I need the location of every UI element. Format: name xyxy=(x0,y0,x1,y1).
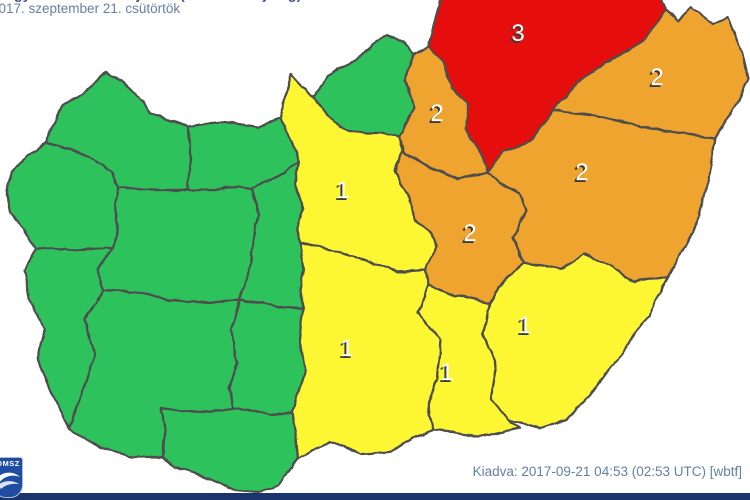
county-bacs-kiskun[interactable] xyxy=(290,241,443,460)
omsz-logo-text: OMSZ xyxy=(0,459,20,468)
warning-level-bekes: 1 xyxy=(518,312,531,339)
warning-level-csongrad: 1 xyxy=(438,361,451,388)
warning-level-bacs-kiskun: 1 xyxy=(340,335,353,362)
county-borsod-abauj-zemplen[interactable] xyxy=(426,0,668,174)
warning-level-heves: 2 xyxy=(428,102,441,129)
warning-level-hajdu-bihar: 2 xyxy=(575,159,588,186)
issued-timestamp: Kiadva: 2017-09-21 04:53 (02:53 UTC) [wb… xyxy=(472,464,742,479)
warning-level-borsod-abauj-zemplen: 3 xyxy=(511,20,524,47)
warning-level-heves: 2 xyxy=(430,100,443,127)
county-baranya[interactable] xyxy=(160,406,300,494)
warning-level-pest: 1 xyxy=(334,179,347,206)
warning-level-szabolcs-szatmar-bereg: 2 xyxy=(650,64,663,91)
warning-level-pest: 1 xyxy=(336,177,349,204)
county-veszprem[interactable] xyxy=(96,184,260,305)
omsz-logo: OMSZ xyxy=(0,457,23,498)
bottom-bar xyxy=(0,493,750,500)
warning-level-csongrad: 1 xyxy=(440,359,453,386)
bird-wave-icon xyxy=(0,472,20,489)
warning-level-bacs-kiskun: 1 xyxy=(338,337,351,364)
county-layer xyxy=(4,0,750,494)
county-tolna[interactable] xyxy=(227,297,307,417)
warning-level-jasz-nagykun-szolnok: 2 xyxy=(463,220,476,247)
warning-level-borsod-abauj-zemplen: 3 xyxy=(509,22,522,49)
cropped-title-line: Figyelmeztető előrejelzés (csütörtök éjf… xyxy=(1,0,302,3)
date-line: 2017. szeptember 21. csütörtök xyxy=(0,1,181,16)
warning-level-jasz-nagykun-szolnok: 2 xyxy=(461,222,474,249)
warning-level-bekes: 1 xyxy=(516,314,529,341)
warning-level-szabolcs-szatmar-bereg: 2 xyxy=(648,66,661,93)
warning-level-hajdu-bihar: 2 xyxy=(573,161,586,188)
